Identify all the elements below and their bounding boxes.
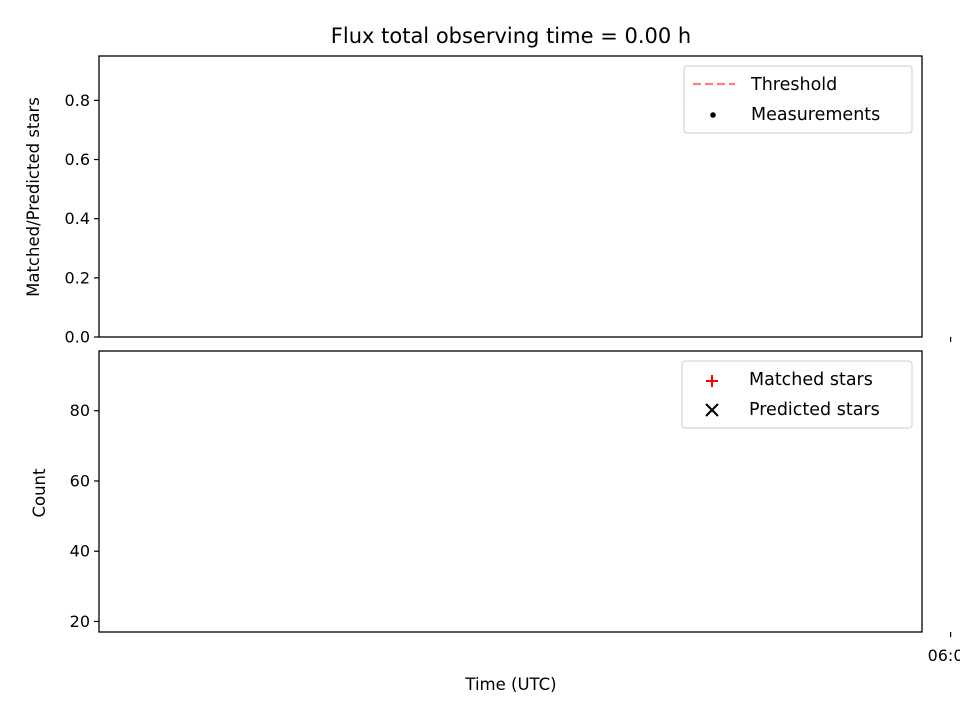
legend-predicted-swatch — [705, 403, 719, 417]
y-tick-label: 20 — [70, 612, 90, 631]
y-tick-label: 0.6 — [65, 150, 90, 169]
ratio-y-axis: 0.0 0.2 0.4 0.6 0.8 — [65, 91, 99, 347]
ratio-panel: 0.00.20.40.60.8 Matched/Predicted stars … — [24, 55, 952, 347]
time-x-axis: 16:0018:0020:0022:0000:0002:0004:0006:00 — [928, 632, 960, 665]
count-legend: Matched stars Predicted stars — [681, 360, 913, 429]
ratio-y-axis-label: Matched/Predicted stars — [24, 97, 43, 297]
count-panel-frame — [98, 350, 923, 633]
legend-threshold-label: Threshold — [750, 75, 837, 95]
time-x-axis-label: Time (UTC) — [464, 675, 556, 694]
count-y-axis-label: Count — [30, 468, 49, 518]
ratio-legend: Threshold Measurements — [683, 65, 913, 134]
legend-measurements-label: Measurements — [751, 105, 880, 125]
chart-title: Flux total observing time = 0.00 h — [331, 24, 691, 48]
count-legend-box — [681, 360, 913, 429]
y-tick-label: 0.0 — [65, 328, 90, 347]
y-tick-label: 40 — [70, 542, 90, 561]
ratio-panel-frame — [98, 55, 923, 338]
legend-measurements-swatch — [710, 112, 716, 118]
legend-matched-label: Matched stars — [749, 370, 873, 390]
y-tick-label: 0.4 — [65, 209, 90, 228]
y-tick-label: 0.8 — [65, 91, 90, 110]
y-tick-label: 0.2 — [65, 268, 90, 287]
ratio-legend-box — [683, 65, 913, 134]
count-panel: 20 40 60 80 16:0018:0020:0022:0000:0002:000… — [30, 350, 960, 694]
legend-predicted-label: Predicted stars — [749, 400, 880, 420]
ratio-x-ticks — [950, 337, 952, 342]
y-tick-label: 60 — [70, 471, 90, 490]
legend-matched-swatch — [706, 375, 718, 387]
y-tick-label: 80 — [70, 401, 90, 420]
count-y-axis: 20 40 60 80 — [70, 401, 99, 631]
x-tick-label: 06:00 — [928, 646, 960, 665]
